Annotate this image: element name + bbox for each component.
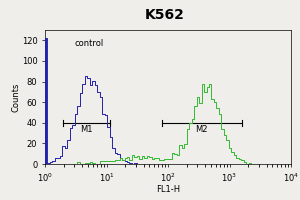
Text: K562: K562 (145, 8, 185, 22)
X-axis label: FL1-H: FL1-H (156, 185, 180, 194)
Text: control: control (74, 39, 104, 48)
Text: M2: M2 (196, 125, 208, 134)
Text: M1: M1 (80, 125, 93, 134)
Y-axis label: Counts: Counts (11, 82, 20, 112)
